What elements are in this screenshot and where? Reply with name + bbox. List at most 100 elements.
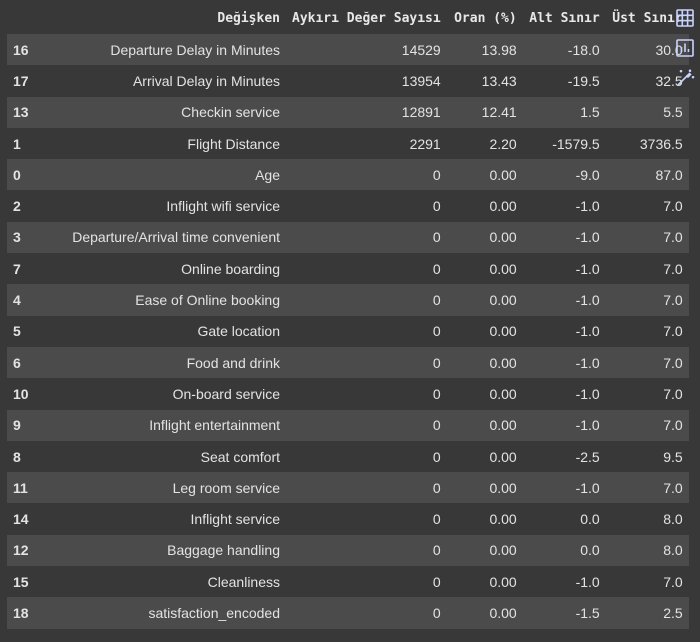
table-header: Değişken Aykırı Değer Sayısı Oran (%) Al… [7,3,689,34]
table-row: 7 Online boarding 0 0.00 -1.0 7.0 [7,253,689,285]
cell-ratio: 0.00 [489,354,517,371]
cell-variable: Arrival Delay in Minutes [132,72,280,89]
header-index [7,3,41,34]
output-toolbar [670,0,700,90]
row-index: 12 [13,542,29,559]
cell-upper-bound: 7.0 [663,417,683,434]
cell-lower-bound: -18.0 [567,41,600,58]
cell-variable: satisfaction_encoded [148,604,280,621]
row-index: 16 [13,41,29,58]
cell-outlier-count: 0 [432,229,441,246]
header-variable: Değişken [217,11,280,26]
cell-variable: Leg room service [172,479,280,496]
cell-lower-bound: -1.0 [575,479,600,496]
cell-ratio: 0.00 [489,385,517,402]
cell-upper-bound: 7.0 [663,479,683,496]
cell-outlier-count: 0 [432,542,441,559]
cell-variable: Departure Delay in Minutes [110,41,280,58]
table-row: 3 Departure/Arrival time convenient 0 0.00 -… [7,221,689,254]
table-row: 18 satisfaction_encoded 0 0.00 -1.5 2.5 [7,597,689,629]
cell-ratio: 0.00 [489,448,517,465]
cell-ratio: 13.43 [481,72,517,89]
row-index: 2 [13,198,21,215]
cell-variable: Inflight wifi service [166,198,280,215]
cell-lower-bound: -1.0 [575,198,600,215]
row-index: 11 [13,479,28,496]
cell-ratio: 0.00 [489,229,517,246]
cell-ratio: 0.00 [489,166,517,183]
cell-upper-bound: 7.0 [663,323,683,340]
cell-outlier-count: 0 [432,385,441,402]
row-index: 10 [13,385,29,402]
row-index: 1 [13,135,21,152]
bar-chart-icon[interactable] [673,36,697,60]
cell-outlier-count: 0 [432,573,441,590]
cell-variable: Ease of Online booking [135,292,280,309]
table-row: 15 Cleanliness 0 0.00 -1.0 7.0 [7,566,689,598]
cell-upper-bound: 7.0 [663,292,683,309]
cell-lower-bound: -1.0 [575,292,600,309]
cell-ratio: 0.00 [489,417,517,434]
cell-lower-bound: -1.5 [575,604,600,621]
row-index: 8 [13,448,21,465]
cell-outlier-count: 0 [432,604,441,621]
cell-lower-bound: 1.5 [580,104,600,121]
cell-ratio: 0.00 [489,511,517,528]
row-index: 5 [13,323,21,340]
cell-ratio: 0.00 [489,573,517,590]
cell-outlier-count: 0 [432,511,441,528]
row-index: 0 [13,166,21,183]
cell-outlier-count: 0 [432,323,441,340]
cell-lower-bound: -1.0 [575,385,600,402]
cell-lower-bound: 0.0 [580,542,600,559]
cell-variable: Gate location [197,323,281,340]
cell-lower-bound: -1.0 [575,573,600,590]
table-row: 11 Leg room service 0 0.00 -1.0 7.0 [7,472,689,504]
cell-upper-bound: 7.0 [663,354,683,371]
magic-wand-icon[interactable] [673,66,697,90]
row-index: 18 [13,604,29,621]
cell-upper-bound: 87.0 [655,166,683,183]
cell-upper-bound: 5.5 [663,104,683,121]
cell-upper-bound: 9.5 [663,448,683,465]
cell-upper-bound: 7.0 [663,385,683,402]
cell-outlier-count: 0 [432,479,441,496]
cell-ratio: 0.00 [489,292,517,309]
header-upper-bound: Üst Sınır [612,11,683,26]
cell-ratio: 12.41 [481,104,517,121]
table-row: 2 Inflight wifi service 0 0.00 -1.0 7.0 [7,190,689,222]
header-outlier-count: Aykırı Değer Sayısı [292,11,441,26]
table-row: 12 Baggage handling 0 0.00 0.0 8.0 [7,534,689,567]
cell-outlier-count: 2291 [409,135,441,152]
cell-outlier-count: 0 [432,448,441,465]
cell-ratio: 0.00 [489,260,517,277]
cell-lower-bound: -2.5 [575,448,600,465]
cell-ratio: 2.20 [489,135,517,152]
row-index: 7 [13,260,21,277]
cell-variable: Age [255,166,280,183]
cell-variable: Inflight service [190,511,280,528]
cell-variable: Inflight entertainment [149,417,280,434]
cell-variable: Checkin service [181,104,280,121]
cell-outlier-count: 0 [432,417,441,434]
table-body: 16 Departure Delay in Minutes 14529 13.98 -1… [7,34,689,629]
cell-outlier-count: 0 [432,354,441,371]
cell-lower-bound: -1.0 [575,354,600,371]
header-row: Değişken Aykırı Değer Sayısı Oran (%) Al… [7,3,689,34]
table-row: 17 Arrival Delay in Minutes 13954 13.43 -19.… [7,65,689,97]
cell-variable: Departure/Arrival time convenient [72,229,280,246]
cell-outlier-count: 13954 [401,72,441,89]
cell-upper-bound: 3736.5 [639,135,683,152]
cell-variable: On-board service [172,385,280,402]
table-icon[interactable] [673,6,697,30]
row-index: 13 [13,104,29,121]
cell-lower-bound: -19.5 [567,72,600,89]
cell-lower-bound: -1.0 [575,260,600,277]
header-lower-bound: Alt Sınır [529,11,600,26]
cell-outlier-count: 0 [432,292,441,309]
cell-upper-bound: 7.0 [663,198,683,215]
cell-ratio: 13.98 [481,41,517,58]
cell-ratio: 0.00 [489,323,517,340]
table-row: 8 Seat comfort 0 0.00 -2.5 9.5 [7,440,689,473]
row-index: 14 [13,511,29,528]
